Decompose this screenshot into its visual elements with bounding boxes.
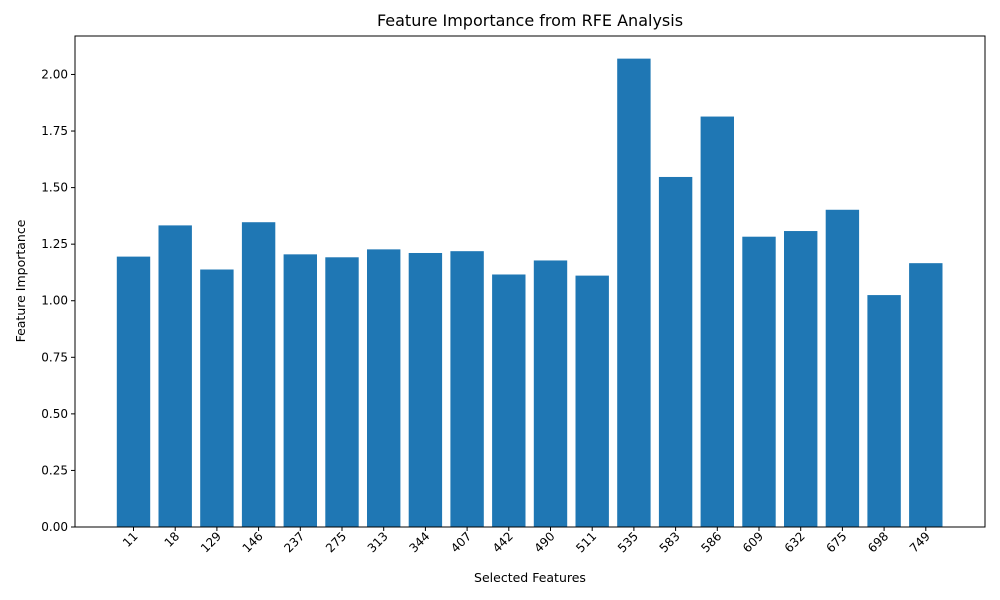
x-tick-label: 609	[740, 529, 766, 555]
x-tick-label: 749	[907, 529, 933, 555]
bar-609	[742, 236, 776, 527]
bar-698	[867, 295, 901, 527]
y-tick-label: 2.00	[41, 67, 68, 81]
x-tick-label: 129	[198, 529, 224, 555]
x-tick-label: 586	[698, 529, 724, 555]
x-tick-label: 275	[323, 529, 349, 555]
y-tick-label: 0.75	[41, 350, 68, 364]
x-axis-label: Selected Features	[474, 570, 586, 585]
y-tick-label: 0.25	[41, 463, 68, 477]
y-tick-label: 1.50	[41, 181, 68, 195]
x-tick-label: 237	[281, 529, 307, 555]
bar-442	[492, 274, 526, 527]
y-axis-label: Feature Importance	[13, 219, 28, 342]
y-tick-label: 1.25	[41, 237, 68, 251]
bar-535	[617, 58, 651, 527]
chart-title: Feature Importance from RFE Analysis	[377, 11, 683, 30]
x-tick-label: 511	[573, 529, 599, 555]
y-tick-label: 0.00	[41, 520, 68, 534]
bar-632	[784, 231, 818, 528]
x-tick-label: 407	[448, 529, 474, 555]
bar-407	[450, 251, 484, 527]
bar-313	[367, 249, 401, 527]
y-tick-label: 1.75	[41, 124, 68, 138]
y-tick-label: 1.00	[41, 294, 68, 308]
bar-586	[700, 116, 734, 528]
x-tick-label: 490	[532, 529, 558, 555]
bars-group	[116, 58, 943, 528]
y-tick-label: 0.50	[41, 407, 68, 421]
x-tick-label: 442	[490, 529, 516, 555]
y-axis: 0.00 0.25 0.50 0.75 1.00 1.25 1.50 1.75 2.00	[41, 67, 75, 534]
bar-18	[158, 225, 192, 527]
x-tick-label: 313	[365, 529, 391, 555]
plot-frame	[74, 35, 986, 528]
x-tick-label: 698	[865, 529, 891, 555]
x-tick-label: 18	[162, 529, 183, 550]
x-tick-label: 632	[782, 529, 808, 555]
bar-749	[909, 263, 943, 527]
x-tick-label: 344	[406, 529, 432, 555]
x-tick-label: 146	[240, 529, 266, 555]
x-tick-label: 675	[823, 529, 849, 555]
bar-511	[575, 275, 609, 527]
x-tick-label: 535	[615, 529, 641, 555]
bar-583	[658, 176, 693, 527]
bar-275	[325, 257, 359, 527]
bar-344	[408, 252, 443, 528]
bar-11	[116, 256, 151, 527]
x-axis: 11 18 129 146 237 275 313 344 407 442 490 511 535 583…	[120, 527, 933, 555]
x-tick-label: 11	[120, 529, 141, 550]
x-tick-label: 583	[657, 529, 683, 555]
bar-490	[533, 260, 568, 527]
bar-237	[283, 254, 317, 527]
bar-146	[241, 222, 276, 527]
bar-675	[825, 209, 860, 527]
bar-129	[200, 269, 234, 527]
